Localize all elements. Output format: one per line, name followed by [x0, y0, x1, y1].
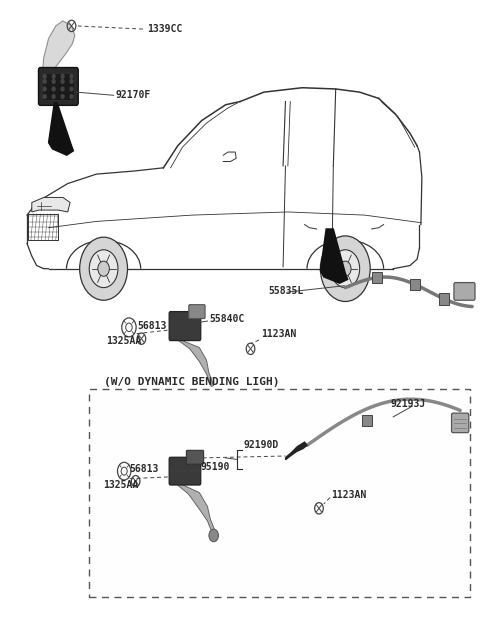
- Bar: [410, 279, 420, 290]
- Text: 56813: 56813: [137, 320, 167, 331]
- Polygon shape: [48, 103, 73, 155]
- Circle shape: [61, 80, 64, 83]
- Text: 92190D: 92190D: [244, 441, 279, 451]
- FancyBboxPatch shape: [186, 451, 204, 464]
- Text: 1325AA: 1325AA: [106, 336, 141, 346]
- Circle shape: [70, 87, 73, 91]
- Polygon shape: [32, 197, 70, 212]
- FancyBboxPatch shape: [452, 413, 469, 433]
- Circle shape: [331, 250, 360, 288]
- Text: 55840C: 55840C: [209, 314, 244, 324]
- Circle shape: [43, 75, 46, 78]
- Text: 56813: 56813: [129, 465, 158, 475]
- Text: 1325AA: 1325AA: [104, 480, 139, 490]
- Polygon shape: [321, 229, 348, 283]
- Circle shape: [339, 261, 351, 276]
- Circle shape: [80, 237, 128, 300]
- Text: (W/O DYNAMIC BENDING LIGH): (W/O DYNAMIC BENDING LIGH): [104, 377, 279, 387]
- Circle shape: [70, 80, 73, 83]
- Bar: [362, 415, 372, 427]
- Circle shape: [52, 75, 55, 78]
- Bar: [42, 73, 74, 100]
- FancyBboxPatch shape: [169, 312, 201, 341]
- Polygon shape: [173, 339, 214, 387]
- Circle shape: [98, 261, 109, 276]
- Circle shape: [52, 87, 55, 91]
- FancyBboxPatch shape: [89, 389, 470, 597]
- Circle shape: [43, 80, 46, 83]
- Polygon shape: [286, 442, 307, 459]
- FancyBboxPatch shape: [454, 283, 475, 300]
- FancyBboxPatch shape: [38, 68, 78, 106]
- Text: 95190: 95190: [201, 463, 230, 473]
- Polygon shape: [173, 483, 216, 535]
- Circle shape: [52, 80, 55, 83]
- Text: 1339CC: 1339CC: [147, 24, 182, 34]
- FancyBboxPatch shape: [169, 458, 201, 485]
- Bar: [439, 293, 449, 305]
- Bar: [372, 272, 382, 283]
- Circle shape: [61, 95, 64, 99]
- Circle shape: [89, 250, 118, 288]
- Circle shape: [43, 95, 46, 99]
- Polygon shape: [41, 21, 75, 84]
- Bar: [28, 214, 58, 240]
- Circle shape: [52, 95, 55, 99]
- Circle shape: [61, 87, 64, 91]
- Circle shape: [209, 529, 218, 542]
- FancyBboxPatch shape: [189, 305, 205, 319]
- Text: 55835L: 55835L: [269, 286, 304, 296]
- Circle shape: [61, 75, 64, 78]
- Circle shape: [70, 75, 73, 78]
- Circle shape: [321, 236, 370, 301]
- Text: 1123AN: 1123AN: [262, 329, 297, 339]
- Text: 1123AN: 1123AN: [331, 490, 366, 500]
- Text: 92170F: 92170F: [116, 90, 151, 100]
- Circle shape: [70, 95, 73, 99]
- Text: 92193J: 92193J: [391, 399, 426, 410]
- Circle shape: [43, 87, 46, 91]
